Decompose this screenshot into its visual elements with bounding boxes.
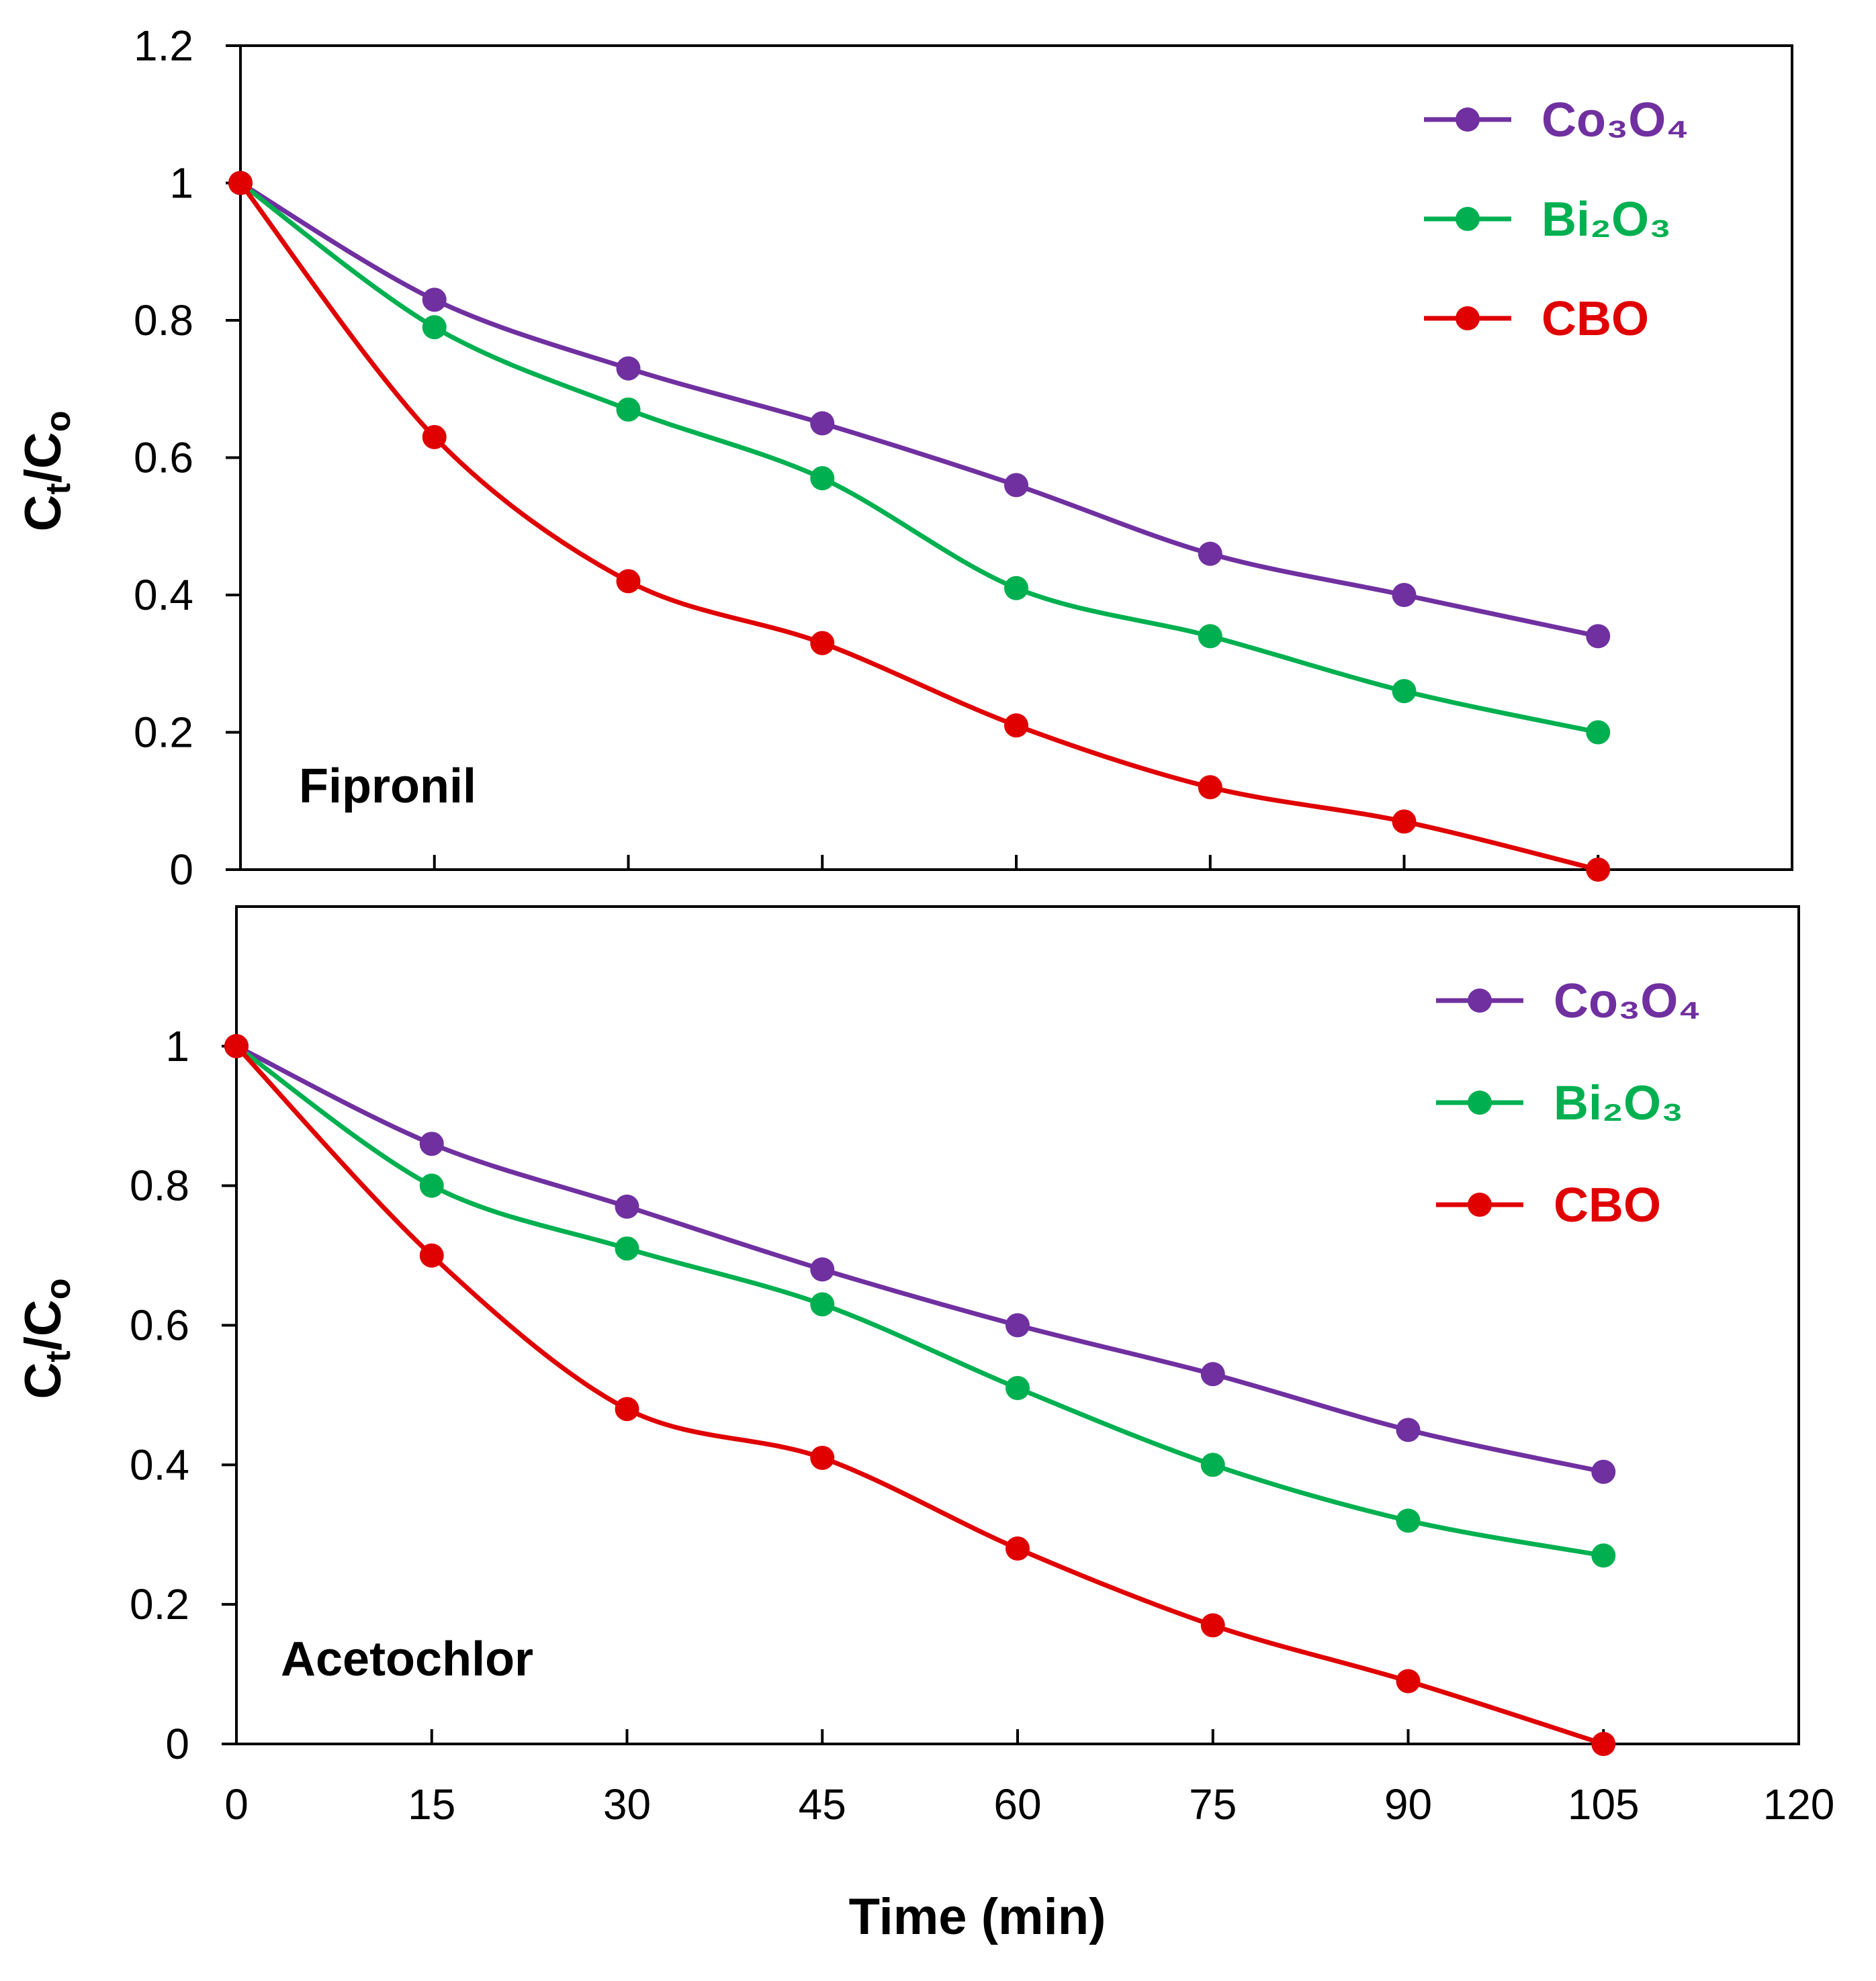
data-point-series-0: [810, 411, 835, 436]
data-point-series-2: [810, 631, 835, 655]
x-tick-label: 15: [408, 1780, 455, 1829]
y-tick-label: 0.4: [134, 571, 193, 619]
data-point-series-0: [1198, 541, 1222, 566]
data-point-series-0: [1392, 583, 1417, 607]
data-point-series-0: [1396, 1418, 1421, 1442]
chart-panel-1: 0 15 30 45 60 75 90 105 120 0 0.2 0.4 0.6 0.8 1 Ct/Co Ti…: [15, 905, 1835, 1945]
panel-label-acetochlor: Acetochlor: [281, 1632, 533, 1686]
y-tick-label: 1: [165, 1022, 189, 1070]
data-point-series-2: [810, 1445, 835, 1470]
legend-marker-2: [1468, 1193, 1492, 1217]
series-line-1: [238, 181, 1601, 735]
data-point-series-2: [422, 424, 447, 449]
data-point-series-2: [224, 1033, 249, 1058]
y-tick-label: 0.2: [134, 708, 193, 757]
data-point-series-1: [1004, 575, 1028, 600]
data-point-series-0: [616, 356, 641, 381]
data-point-series-0: [615, 1194, 639, 1219]
x-tick-label: 105: [1568, 1780, 1640, 1829]
data-point-series-0: [1004, 473, 1028, 498]
legend-marker-2: [1456, 306, 1480, 330]
data-point-series-0: [419, 1132, 444, 1156]
series-line-0: [238, 181, 1601, 639]
data-point-series-2: [1392, 809, 1417, 834]
legend-marker-1: [1468, 1091, 1492, 1115]
series-line-0: [234, 1044, 1606, 1475]
data-point-series-1: [1200, 1453, 1225, 1477]
y-tick-label: 0.6: [130, 1301, 189, 1350]
data-point-series-0: [1006, 1313, 1030, 1338]
chart-panel-0: 0 0.2 0.4 0.6 0.8 1 1.2 Ct/Co Fipronil Co₃O₄ Bi₂O₃…: [15, 21, 1793, 894]
panel-label-fipronil: Fipronil: [299, 759, 476, 813]
data-point-series-2: [419, 1243, 444, 1268]
data-point-series-1: [1198, 624, 1222, 649]
x-tick-label: 45: [799, 1780, 846, 1829]
data-point-series-1: [1591, 1543, 1616, 1568]
data-point-series-1: [422, 315, 447, 340]
data-point-series-1: [616, 397, 641, 422]
y-tick-label: 0.8: [130, 1162, 189, 1210]
x-tick-label: 75: [1189, 1780, 1237, 1829]
data-point-series-0: [810, 1257, 835, 1282]
y-tick-label: 1.2: [134, 21, 193, 70]
data-point-series-2: [1591, 1732, 1616, 1756]
data-point-series-2: [1198, 775, 1222, 800]
x-axis-title: Time (min): [849, 1888, 1106, 1945]
legend-label-0: Co₃O₄: [1542, 93, 1689, 147]
x-tick-label: 0: [224, 1780, 249, 1829]
data-point-series-2: [1396, 1669, 1421, 1694]
chart-panels: 0 0.2 0.4 0.6 0.8 1 1.2 Ct/Co Fipronil Co₃O₄ Bi₂O₃…: [15, 21, 1834, 1945]
x-tick-label: 30: [603, 1780, 651, 1829]
data-point-series-2: [616, 569, 641, 594]
data-point-series-1: [1396, 1508, 1421, 1533]
data-point-series-2: [1006, 1536, 1030, 1561]
y-tick-label: 0: [169, 845, 193, 894]
y-tick-label: 1: [169, 159, 193, 208]
data-point-series-1: [1392, 679, 1417, 704]
data-point-series-2: [1004, 713, 1028, 738]
legend-label-1: Bi₂O₃: [1542, 193, 1671, 246]
y-tick-label: 0.8: [134, 296, 193, 344]
x-tick-label: 120: [1763, 1780, 1835, 1829]
legend-label-0: Co₃O₄: [1554, 974, 1701, 1028]
data-point-series-2: [228, 171, 253, 195]
data-point-series-0: [1586, 624, 1611, 649]
data-point-series-0: [1200, 1362, 1225, 1387]
data-point-series-1: [810, 1292, 835, 1317]
data-point-series-2: [1586, 858, 1611, 882]
data-point-series-0: [1591, 1459, 1616, 1484]
x-tick-label: 90: [1384, 1780, 1432, 1829]
y-axis-title-0: Ct/Co: [15, 411, 78, 532]
data-point-series-1: [419, 1173, 444, 1198]
legend-label-1: Bi₂O₃: [1554, 1076, 1683, 1130]
y-tick-label: 0.6: [134, 434, 193, 482]
legend-label-2: CBO: [1542, 292, 1649, 346]
series-line-1: [234, 1044, 1606, 1558]
legend-label-2: CBO: [1554, 1179, 1661, 1232]
legend-marker-0: [1468, 988, 1492, 1013]
data-point-series-0: [422, 287, 447, 312]
data-point-series-1: [615, 1236, 639, 1261]
data-point-series-1: [1586, 720, 1611, 745]
data-point-series-1: [1006, 1376, 1030, 1401]
data-point-series-2: [615, 1397, 639, 1422]
legend-marker-1: [1456, 207, 1480, 231]
y-tick-label: 0.4: [130, 1440, 189, 1489]
data-point-series-2: [1200, 1613, 1225, 1638]
data-point-series-1: [810, 466, 835, 491]
y-tick-label: 0.2: [130, 1580, 189, 1628]
plot-frame-0: [239, 44, 1793, 871]
y-axis-title-1: Ct/Co: [15, 1279, 78, 1399]
x-tick-label: 60: [993, 1780, 1041, 1829]
y-tick-label: 0: [165, 1720, 189, 1768]
legend-marker-0: [1456, 107, 1480, 132]
